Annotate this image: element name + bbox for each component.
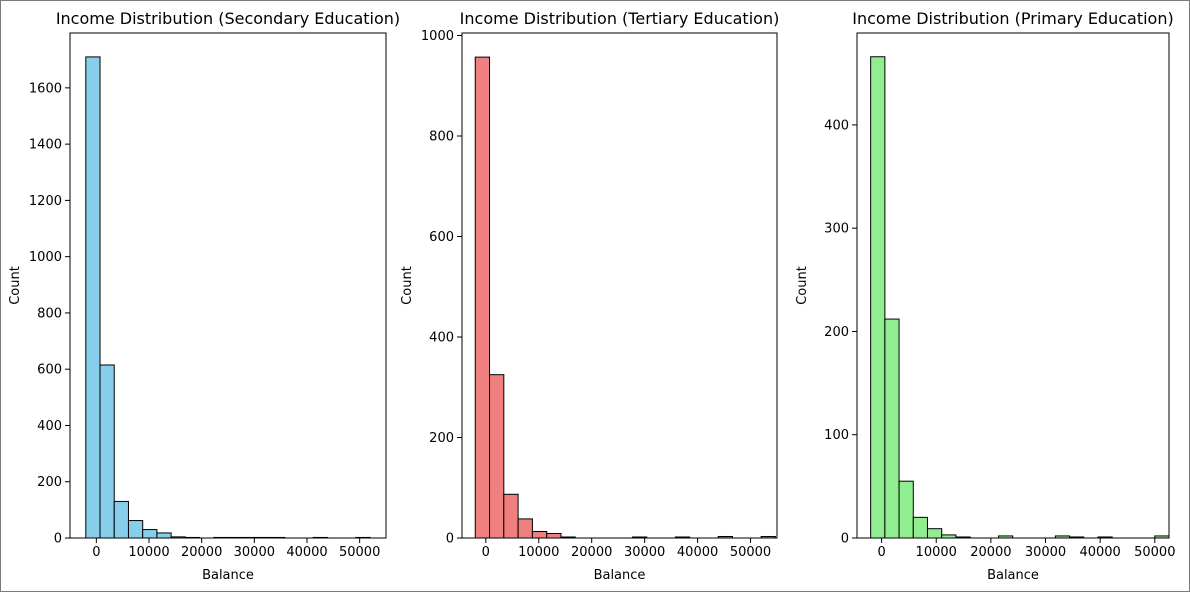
histogram-bar <box>475 57 489 538</box>
y-tick-label: 400 <box>824 118 849 133</box>
y-tick-label: 600 <box>37 363 62 378</box>
y-tick-label: 200 <box>824 325 849 340</box>
x-tick-label: 0 <box>92 545 100 560</box>
y-axis-label: Count <box>400 266 415 305</box>
x-tick-label: 20000 <box>571 545 612 560</box>
y-tick-label: 800 <box>37 306 62 321</box>
x-tick-label: 10000 <box>128 545 169 560</box>
x-tick-label: 10000 <box>916 545 957 560</box>
histogram-bar <box>899 481 913 538</box>
histogram-bar <box>547 533 561 538</box>
y-tick-label: 1200 <box>29 194 62 209</box>
y-tick-label: 400 <box>429 331 454 346</box>
histogram-bar <box>114 501 128 538</box>
x-tick-label: 0 <box>877 545 885 560</box>
x-tick-label: 40000 <box>286 545 327 560</box>
x-tick-label: 30000 <box>234 545 275 560</box>
histogram-bar <box>128 521 142 538</box>
histogram-bar <box>504 494 518 538</box>
y-tick-label: 800 <box>429 130 454 145</box>
x-axis-label: Balance <box>987 568 1039 583</box>
y-tick-label: 200 <box>37 475 62 490</box>
y-tick-label: 600 <box>429 230 454 245</box>
histogram-bar <box>871 57 885 538</box>
x-tick-label: 50000 <box>1134 545 1175 560</box>
y-tick-label: 1000 <box>421 29 454 44</box>
x-tick-label: 50000 <box>730 545 771 560</box>
chart-title: Income Distribution (Tertiary Education) <box>460 9 780 28</box>
y-tick-label: 400 <box>37 419 62 434</box>
y-tick-label: 200 <box>429 431 454 446</box>
y-axis-label: Count <box>8 266 23 305</box>
x-tick-label: 20000 <box>181 545 222 560</box>
x-tick-label: 40000 <box>677 545 718 560</box>
x-axis-label: Balance <box>594 568 646 583</box>
y-tick-label: 100 <box>824 428 849 443</box>
y-tick-label: 1600 <box>29 81 62 96</box>
histogram-bar <box>490 375 504 538</box>
chart-title: Income Distribution (Primary Education) <box>852 9 1173 28</box>
x-tick-label: 10000 <box>518 545 559 560</box>
histogram-bar <box>913 517 927 538</box>
histogram-bar <box>143 530 157 538</box>
x-tick-label: 20000 <box>970 545 1011 560</box>
y-tick-label: 0 <box>446 532 454 547</box>
x-tick-label: 0 <box>482 545 490 560</box>
x-tick-label: 30000 <box>1025 545 1066 560</box>
y-tick-label: 1400 <box>29 138 62 153</box>
y-tick-label: 0 <box>841 532 849 547</box>
chart-title: Income Distribution (Secondary Education… <box>56 9 400 28</box>
histogram-bar <box>86 57 100 538</box>
histogram-bar <box>532 531 546 538</box>
histogram-bar <box>157 533 171 538</box>
x-tick-label: 30000 <box>624 545 665 560</box>
y-tick-label: 1000 <box>29 250 62 265</box>
histogram-bar <box>518 519 532 538</box>
x-axis-label: Balance <box>202 568 254 583</box>
y-tick-label: 300 <box>824 222 849 237</box>
x-tick-label: 40000 <box>1079 545 1120 560</box>
y-axis-label: Count <box>795 266 810 305</box>
histogram-bar <box>885 319 899 538</box>
histogram-bar <box>100 365 114 538</box>
x-tick-label: 50000 <box>339 545 380 560</box>
histogram-bar <box>927 529 941 538</box>
y-tick-label: 0 <box>54 532 62 547</box>
